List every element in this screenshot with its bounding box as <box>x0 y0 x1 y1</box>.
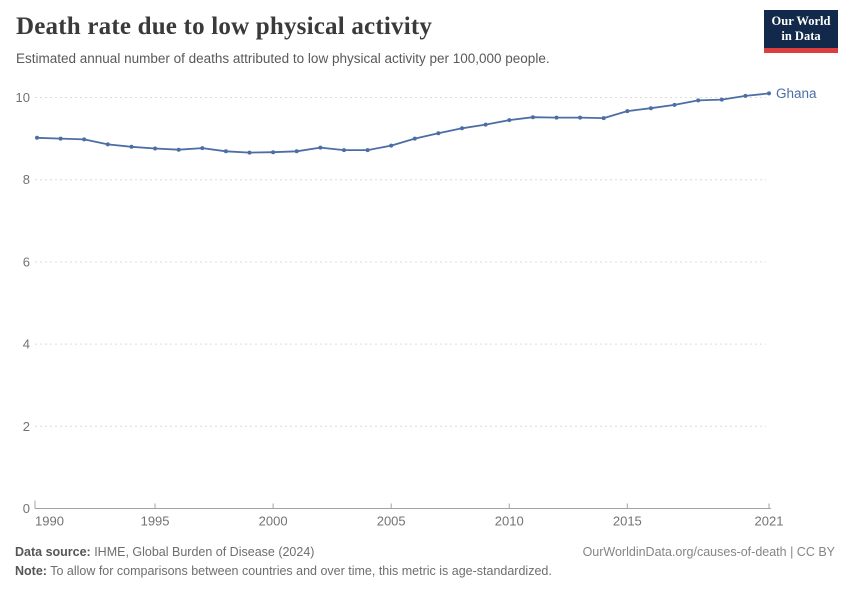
x-tick-label: 2015 <box>613 514 642 529</box>
data-point[interactable] <box>176 147 181 152</box>
data-point[interactable] <box>648 106 653 111</box>
chart-note: Note: To allow for comparisons between c… <box>15 564 835 578</box>
data-point[interactable] <box>436 131 441 136</box>
data-point[interactable] <box>601 116 606 121</box>
y-tick-label: 6 <box>23 254 30 269</box>
data-source-label: Data source: <box>15 545 91 559</box>
x-tick-label: 2005 <box>377 514 406 529</box>
data-point[interactable] <box>271 150 276 155</box>
data-point[interactable] <box>483 122 488 127</box>
data-point[interactable] <box>105 142 110 147</box>
data-point[interactable] <box>554 115 559 120</box>
ghana-line[interactable] <box>36 92 770 154</box>
data-source-text: IHME, Global Burden of Disease (2024) <box>90 545 315 559</box>
x-tick-label: 1990 <box>35 514 64 529</box>
data-point[interactable] <box>294 149 299 154</box>
data-point[interactable] <box>153 146 158 151</box>
data-point[interactable] <box>58 136 63 141</box>
note-label: Note: <box>15 564 47 578</box>
data-point[interactable] <box>82 137 87 142</box>
data-point[interactable] <box>719 97 724 102</box>
data-point[interactable] <box>530 115 535 120</box>
data-point[interactable] <box>342 148 346 153</box>
x-tick-label: 2021 <box>755 514 784 529</box>
data-point[interactable] <box>129 144 134 149</box>
data-point[interactable] <box>35 135 39 140</box>
data-point[interactable] <box>767 91 771 96</box>
series-label-ghana[interactable]: Ghana <box>776 86 817 101</box>
data-point[interactable] <box>365 148 370 153</box>
data-point[interactable] <box>578 115 583 120</box>
data-point[interactable] <box>625 109 630 114</box>
owid-logo[interactable]: Our World in Data <box>764 10 838 53</box>
data-point[interactable] <box>507 118 512 123</box>
y-tick-label: 0 <box>23 501 30 516</box>
attribution-link[interactable]: OurWorldinData.org/causes-of-death | CC … <box>582 545 835 559</box>
x-tick-label: 2010 <box>495 514 524 529</box>
data-point[interactable] <box>318 145 323 150</box>
data-point[interactable] <box>223 149 228 154</box>
chart-footer: Data source: IHME, Global Burden of Dise… <box>15 545 835 578</box>
note-text: To allow for comparisons between countri… <box>46 564 552 578</box>
data-point[interactable] <box>460 126 464 131</box>
y-tick-label: 2 <box>23 419 30 434</box>
data-point[interactable] <box>743 93 748 98</box>
data-point[interactable] <box>389 143 394 148</box>
y-tick-label: 4 <box>23 337 30 352</box>
chart-subtitle: Estimated annual number of deaths attrib… <box>16 51 550 66</box>
data-point[interactable] <box>200 146 205 151</box>
data-point[interactable] <box>672 102 677 107</box>
page-title: Death rate due to low physical activity <box>16 13 433 40</box>
y-tick-label: 10 <box>16 90 30 105</box>
x-tick-label: 1995 <box>141 514 170 529</box>
owid-logo-line2: in Data <box>781 28 821 43</box>
owid-logo-line1: Our World <box>771 14 831 28</box>
data-point[interactable] <box>247 150 252 155</box>
y-tick-label: 8 <box>23 172 30 187</box>
data-point[interactable] <box>412 136 417 141</box>
data-point[interactable] <box>696 98 701 103</box>
data-source: Data source: IHME, Global Burden of Dise… <box>15 545 314 559</box>
x-tick-label: 2000 <box>259 514 288 529</box>
